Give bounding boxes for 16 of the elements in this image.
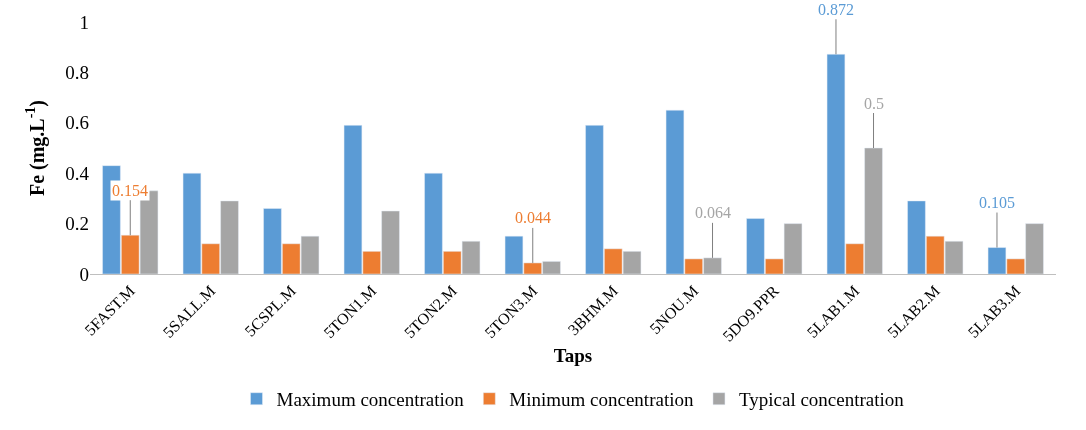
y-tick-label: 0.2 <box>65 213 89 235</box>
legend-label: Maximum concentration <box>276 389 465 411</box>
data-label: 0.5 <box>864 95 884 112</box>
legend-label: Typical concentration <box>738 389 905 411</box>
legend-label: Minimum concentration <box>509 389 694 411</box>
y-tick-label: 0.4 <box>65 162 90 184</box>
data-label: 0.872 <box>818 1 854 18</box>
x-axis-title: Taps <box>553 345 593 367</box>
y-tick-label: 0 <box>79 263 89 285</box>
y-tick-label: 0.6 <box>65 112 89 134</box>
data-label: 0.044 <box>515 209 551 226</box>
y-tick-label: 0.8 <box>65 62 89 84</box>
data-label: 0.064 <box>695 204 731 221</box>
data-label: 0.105 <box>979 194 1015 211</box>
data-label: 0.154 <box>112 182 148 199</box>
y-tick-label: 1 <box>79 11 89 33</box>
